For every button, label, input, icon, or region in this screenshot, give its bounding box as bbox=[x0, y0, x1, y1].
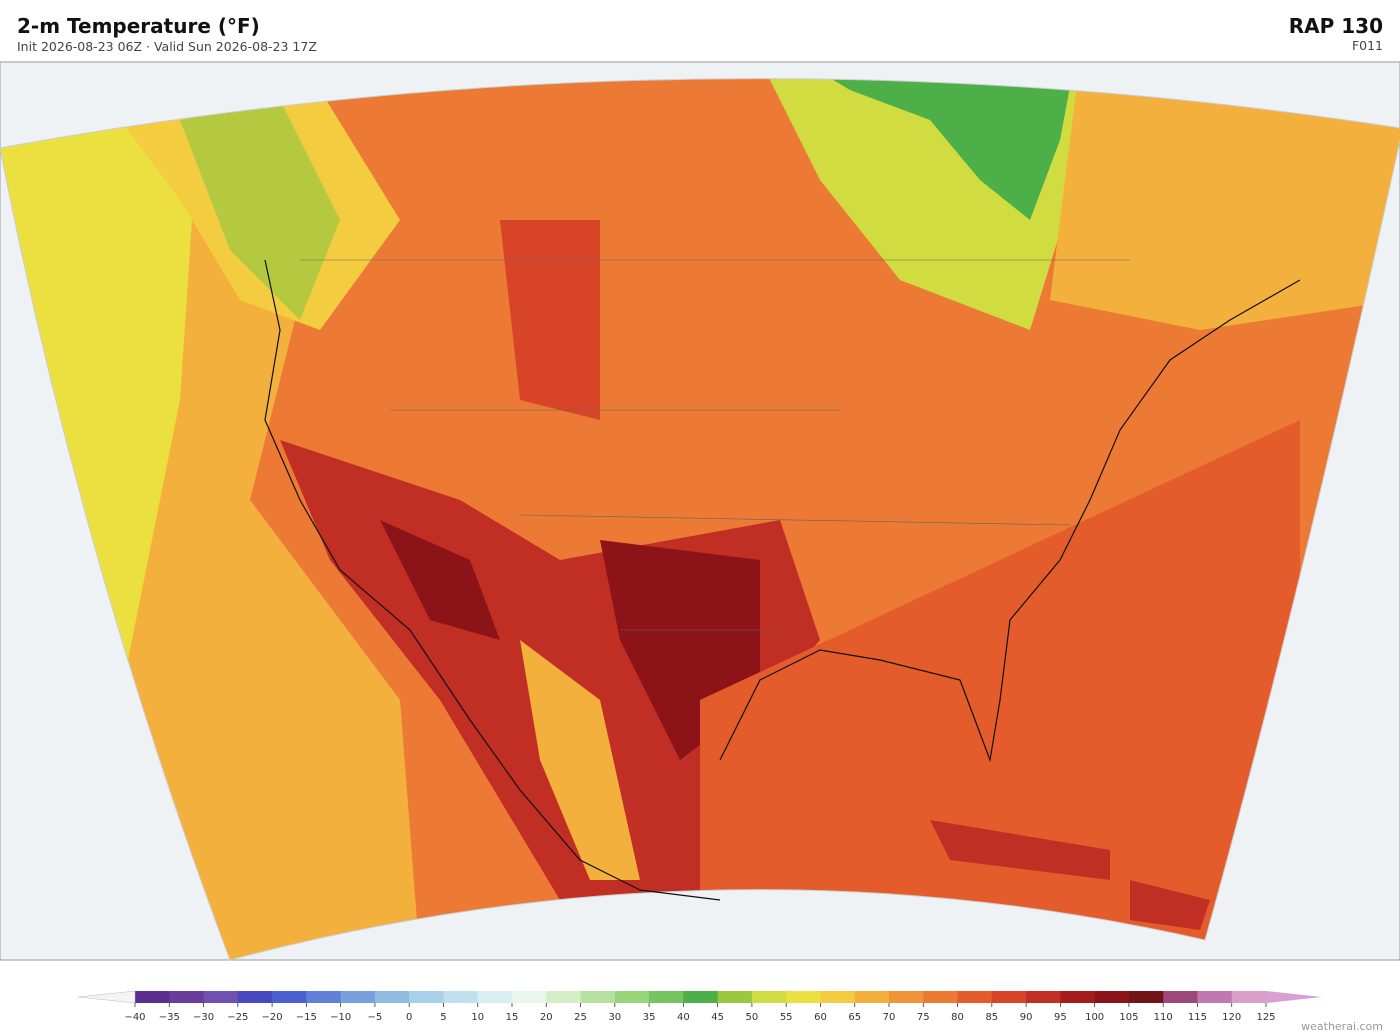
colorbar-tick-label: 100 bbox=[1085, 1012, 1104, 1023]
colorbar-swatch bbox=[614, 991, 650, 1003]
forecast-hour: F011 bbox=[1351, 38, 1383, 53]
colorbar-swatch bbox=[1060, 991, 1096, 1003]
colorbar-swatch bbox=[923, 991, 959, 1003]
colorbar-swatch bbox=[237, 991, 273, 1003]
colorbar-tick-label: −10 bbox=[330, 1012, 351, 1023]
colorbar-swatch bbox=[512, 991, 547, 1003]
colorbar-tick-label: −40 bbox=[124, 1012, 145, 1023]
colorbar-tick-label: 20 bbox=[540, 1012, 553, 1023]
colorbar-swatch bbox=[1094, 991, 1130, 1003]
colorbar-swatch bbox=[683, 991, 719, 1003]
colorbar-swatch bbox=[546, 991, 582, 1003]
colorbar-swatch bbox=[306, 991, 342, 1003]
colorbar-swatch bbox=[340, 991, 376, 1003]
colorbar-tick-label: −25 bbox=[227, 1012, 248, 1023]
colorbar-swatch bbox=[169, 991, 205, 1003]
colorbar-tick-label: 80 bbox=[951, 1012, 964, 1023]
colorbar-swatch bbox=[135, 991, 170, 1003]
colorbar-swatch bbox=[203, 991, 239, 1003]
colorbar-swatch bbox=[717, 991, 753, 1003]
colorbar-swatch bbox=[854, 991, 890, 1003]
colorbar-swatch bbox=[649, 991, 684, 1003]
colorbar-swatch bbox=[1231, 991, 1267, 1003]
colorbar-tick-label: 45 bbox=[711, 1012, 724, 1023]
model-label: RAP 130 bbox=[1288, 14, 1383, 38]
colorbar-swatch bbox=[820, 991, 856, 1003]
colorbar-tick-label: 110 bbox=[1154, 1012, 1173, 1023]
colorbar-tick-label: 40 bbox=[677, 1012, 690, 1023]
colorbar-swatch bbox=[751, 991, 787, 1003]
colorbar-over bbox=[1266, 991, 1322, 1003]
colorbar-tick-label: 75 bbox=[917, 1012, 930, 1023]
colorbar-tick-label: 30 bbox=[608, 1012, 621, 1023]
colorbar-tick-label: 55 bbox=[780, 1012, 793, 1023]
colorbar-tick-label: 105 bbox=[1119, 1012, 1138, 1023]
colorbar-tick-label: −20 bbox=[262, 1012, 283, 1023]
colorbar-under bbox=[77, 990, 136, 1004]
colorbar-swatch bbox=[991, 991, 1027, 1003]
colorbar-tick-label: 90 bbox=[1020, 1012, 1033, 1023]
colorbar-tick-label: −5 bbox=[368, 1012, 383, 1023]
credit: weatherai.com bbox=[1301, 1020, 1383, 1033]
colorbar-tick-label: −15 bbox=[296, 1012, 317, 1023]
colorbar-tick-label: 65 bbox=[848, 1012, 861, 1023]
colorbar-swatch bbox=[477, 991, 513, 1003]
colorbar-tick-label: 95 bbox=[1054, 1012, 1067, 1023]
colorbar-tick-label: 15 bbox=[506, 1012, 519, 1023]
colorbar-swatch bbox=[443, 991, 479, 1003]
colorbar-swatch bbox=[580, 991, 616, 1003]
colorbar-tick-label: 60 bbox=[814, 1012, 827, 1023]
colorbar-tick-label: 25 bbox=[574, 1012, 587, 1023]
colorbar-tick-label: 85 bbox=[985, 1012, 998, 1023]
colorbar-tick-label: 35 bbox=[643, 1012, 656, 1023]
colorbar-tick-label: 50 bbox=[746, 1012, 759, 1023]
colorbar-swatch bbox=[786, 991, 821, 1003]
title: 2-m Temperature (°F) bbox=[17, 14, 260, 38]
colorbar-swatch bbox=[409, 991, 444, 1003]
colorbar-tick-label: −35 bbox=[159, 1012, 180, 1023]
colorbar-swatch bbox=[1026, 991, 1061, 1003]
colorbar-swatch bbox=[1128, 991, 1164, 1003]
temperature-field bbox=[0, 78, 1400, 960]
colorbar-tick-label: 70 bbox=[883, 1012, 896, 1023]
colorbar-swatch bbox=[374, 991, 410, 1003]
colorbar-tick-label: 120 bbox=[1222, 1012, 1241, 1023]
colorbar-tick-label: −30 bbox=[193, 1012, 214, 1023]
colorbar-swatch bbox=[1163, 991, 1198, 1003]
subtitle: Init 2026-08-23 06Z · Valid Sun 2026-08-… bbox=[17, 39, 317, 54]
colorbar-swatch bbox=[1197, 991, 1233, 1003]
colorbar-tick-label: 115 bbox=[1188, 1012, 1207, 1023]
colorbar-swatch bbox=[957, 991, 993, 1003]
colorbar-swatch bbox=[272, 991, 307, 1003]
colorbar-swatch bbox=[889, 991, 924, 1003]
colorbar-tick-label: 0 bbox=[406, 1012, 412, 1023]
colorbar-tick-label: 125 bbox=[1256, 1012, 1275, 1023]
colorbar-tick-label: 10 bbox=[471, 1012, 484, 1023]
colorbar-tick-label: 5 bbox=[440, 1012, 446, 1023]
colorbar: −40 −35 −30 −25 −20 −15 −10 −5 0 5 10 15 20 25 30 35 40 4… bbox=[77, 990, 1322, 1023]
